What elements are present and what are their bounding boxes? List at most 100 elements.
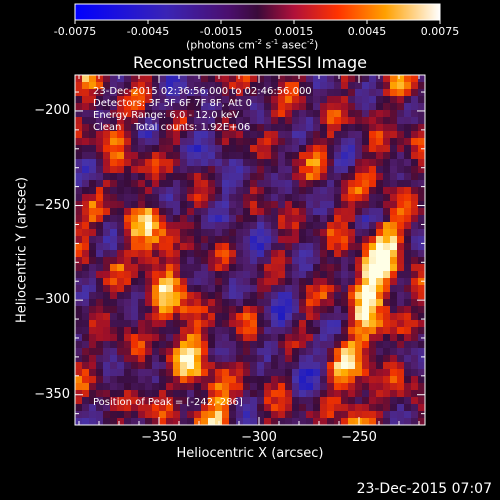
heatmap-cell	[96, 390, 104, 398]
heatmap-cell	[411, 250, 419, 258]
heatmap-cell	[355, 390, 363, 398]
heatmap-cell	[306, 215, 314, 223]
heatmap-cell	[404, 166, 412, 174]
heatmap-cell	[334, 173, 342, 181]
heatmap-cell	[173, 376, 181, 384]
heatmap-cell	[411, 313, 419, 321]
heatmap-cell	[264, 124, 272, 132]
heatmap-cell	[208, 355, 216, 363]
heatmap-cell	[145, 208, 153, 216]
heatmap-cell	[313, 285, 321, 293]
heatmap-cell	[285, 271, 293, 279]
heatmap-cell	[355, 159, 363, 167]
heatmap-cell	[131, 103, 139, 111]
heatmap-cell	[348, 341, 356, 349]
heatmap-cell	[418, 299, 426, 307]
heatmap-cell	[320, 117, 328, 125]
heatmap-cell	[348, 271, 356, 279]
heatmap-cell	[299, 131, 307, 139]
heatmap-cell	[82, 124, 90, 132]
heatmap-cell	[285, 194, 293, 202]
heatmap-cell	[159, 229, 167, 237]
heatmap-cell	[215, 404, 223, 412]
heatmap-cell	[292, 250, 300, 258]
heatmap-cell	[236, 348, 244, 356]
heatmap-cell	[376, 306, 384, 314]
heatmap-cell	[418, 306, 426, 314]
heatmap-cell	[313, 215, 321, 223]
heatmap-cell	[215, 96, 223, 104]
heatmap-cell	[138, 411, 146, 419]
heatmap-cell	[173, 208, 181, 216]
heatmap-cell	[355, 96, 363, 104]
heatmap-cell	[257, 390, 265, 398]
heatmap-cell	[383, 96, 391, 104]
heatmap-cell	[362, 411, 370, 419]
heatmap-cell	[257, 257, 265, 265]
heatmap-cell	[215, 376, 223, 384]
heatmap-cell	[89, 397, 97, 405]
heatmap-cell	[376, 138, 384, 146]
heatmap-cell	[320, 334, 328, 342]
heatmap-cell	[404, 390, 412, 398]
heatmap-cell	[397, 369, 405, 377]
heatmap-cell	[299, 152, 307, 160]
heatmap-cell	[292, 194, 300, 202]
heatmap-cell	[180, 215, 188, 223]
heatmap-cell	[327, 173, 335, 181]
heatmap-cell	[299, 75, 307, 83]
heatmap-cell	[411, 152, 419, 160]
heatmap-cell	[243, 138, 251, 146]
heatmap-cell	[194, 341, 202, 349]
heatmap-cell	[187, 313, 195, 321]
heatmap-cell	[369, 257, 377, 265]
heatmap-cell	[215, 250, 223, 258]
heatmap-cell	[369, 341, 377, 349]
heatmap-cell	[327, 145, 335, 153]
heatmap-cell	[201, 117, 209, 125]
heatmap-cell	[208, 96, 216, 104]
heatmap-cell	[411, 355, 419, 363]
heatmap-cell	[96, 285, 104, 293]
heatmap-cell	[138, 152, 146, 160]
heatmap-cell	[383, 131, 391, 139]
heatmap-cell	[215, 138, 223, 146]
heatmap-cell	[201, 411, 209, 419]
heatmap-cell	[390, 341, 398, 349]
heatmap-cell	[313, 390, 321, 398]
heatmap-cell	[180, 348, 188, 356]
heatmap-cell	[236, 264, 244, 272]
heatmap-cell	[320, 320, 328, 328]
heatmap-cell	[229, 236, 237, 244]
heatmap-cell	[327, 313, 335, 321]
heatmap-cell	[418, 110, 426, 118]
heatmap-cell	[320, 257, 328, 265]
heatmap-cell	[96, 152, 104, 160]
heatmap-cell	[278, 82, 286, 90]
heatmap-cell	[152, 341, 160, 349]
heatmap-cell	[362, 327, 370, 335]
heatmap-cell	[138, 306, 146, 314]
heatmap-cell	[159, 166, 167, 174]
heatmap-cell	[166, 215, 174, 223]
heatmap-cell	[75, 103, 83, 111]
heatmap-cell	[292, 117, 300, 125]
heatmap-cell	[166, 208, 174, 216]
heatmap-cell	[159, 159, 167, 167]
heatmap-cell	[285, 355, 293, 363]
heatmap-cell	[180, 236, 188, 244]
heatmap-cell	[229, 397, 237, 405]
heatmap-cell	[306, 96, 314, 104]
heatmap-cell	[306, 166, 314, 174]
heatmap-cell	[89, 285, 97, 293]
heatmap-cell	[327, 383, 335, 391]
heatmap-cell	[89, 110, 97, 118]
heatmap-cell	[362, 292, 370, 300]
heatmap-cell	[208, 215, 216, 223]
heatmap-cell	[341, 299, 349, 307]
heatmap-cell	[208, 110, 216, 118]
heatmap-cell	[173, 166, 181, 174]
heatmap-cell	[264, 411, 272, 419]
heatmap-cell	[145, 89, 153, 97]
heatmap-cell	[376, 236, 384, 244]
